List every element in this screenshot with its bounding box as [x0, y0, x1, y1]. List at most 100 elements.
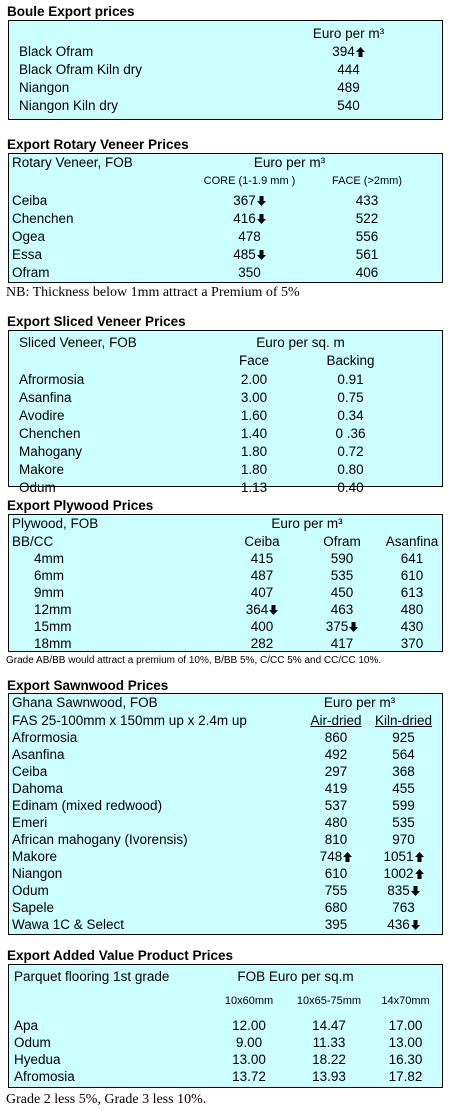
added-value-box: Parquet flooring 1st grade FOB Euro per s… — [8, 964, 443, 1088]
cell: 11.33 — [312, 1035, 346, 1050]
cell: 610 — [324, 866, 348, 881]
cell: 407 — [250, 585, 274, 600]
value: 835 — [387, 883, 410, 898]
cell: Asanfina — [12, 747, 65, 762]
header: Euro per m³ — [323, 695, 396, 710]
cell: 478 — [238, 228, 261, 244]
cell: 6mm — [34, 568, 64, 583]
up-arrow — [355, 46, 365, 57]
cell: Wawa 1C & Select — [12, 917, 125, 932]
cell: Dahoma — [12, 781, 64, 796]
subheader: Face — [238, 353, 269, 368]
cell: African mahogany (Ivorensis) — [12, 832, 188, 847]
cell: 375 — [302, 618, 382, 635]
cell: 810 — [324, 832, 348, 847]
header: FOB Euro per sq.m — [237, 968, 354, 984]
cell: 297 — [324, 764, 348, 779]
header: Euro per sq. m — [256, 334, 345, 350]
cell: Chenchen — [19, 425, 81, 441]
cell: 400 — [250, 619, 274, 634]
cell: 860 — [324, 730, 348, 745]
cell: 755 — [324, 883, 348, 898]
cell: 540 — [337, 97, 360, 113]
header: Plywood, FOB — [12, 516, 99, 531]
header: Euro per m³ — [312, 26, 385, 41]
cell: Ceiba — [12, 764, 48, 779]
header: Euro per m³ — [253, 155, 326, 170]
cell: 0.40 — [337, 479, 364, 495]
cell: 487 — [250, 568, 274, 583]
cell: 419 — [324, 781, 348, 796]
value: 1002 — [383, 866, 414, 881]
cell: 9mm — [34, 585, 64, 600]
cell: 0.91 — [337, 371, 364, 387]
rotary-box: Rotary Veneer, FOB Euro per m³ CORE (1-1.… — [8, 153, 443, 283]
cell: 556 — [355, 228, 379, 244]
section-title: Export Sliced Veneer Prices — [7, 314, 186, 329]
value: 485 — [233, 246, 256, 262]
cell: Odum — [19, 479, 56, 495]
cell: Afrormosia — [19, 371, 85, 387]
cell: Makore — [12, 849, 58, 864]
value: 416 — [233, 210, 256, 226]
cell: 485 — [187, 245, 312, 263]
cell: Chenchen — [12, 210, 74, 226]
subheader: Backing — [326, 353, 375, 368]
value: 367 — [233, 192, 256, 208]
cell: Asanfina — [19, 389, 72, 405]
subheader: 10x60mm — [224, 995, 274, 1007]
cell: 12mm — [34, 602, 72, 617]
cell: Essa — [12, 246, 43, 262]
cell: Sapele — [12, 900, 55, 915]
cell: 480 — [324, 815, 348, 830]
down-arrow — [410, 886, 420, 896]
cell: 610 — [400, 568, 424, 583]
cell: 835 — [375, 882, 442, 899]
cell: 1.80 — [240, 461, 268, 477]
header: Parquet flooring 1st grade — [14, 968, 170, 984]
cell: 13.72 — [232, 1069, 266, 1084]
plywood-table: Plywood, FOB Euro per m³ BB/CC Ceiba Ofram A… — [12, 515, 442, 652]
cell: 1002 — [375, 865, 442, 882]
down-arrow — [410, 920, 420, 930]
cell: 522 — [355, 210, 379, 226]
cell: 970 — [392, 832, 415, 847]
added-value-table: Parquet flooring 1st grade FOB Euro per s… — [14, 967, 442, 1085]
cell: 350 — [238, 264, 261, 280]
header: Euro per m³ — [271, 516, 343, 531]
cell: Makore — [19, 461, 65, 477]
subheader: Ofram — [323, 533, 361, 549]
cell: Niangon — [12, 866, 63, 881]
cell: 18mm — [34, 636, 72, 651]
cell: 415 — [250, 551, 274, 566]
cell: 16.30 — [388, 1052, 423, 1067]
cell: 1.60 — [240, 407, 268, 423]
cell: 748 — [297, 848, 375, 865]
cell: 0.34 — [337, 407, 364, 423]
section-title: Export Added Value Product Prices — [7, 948, 234, 963]
cell: 763 — [392, 900, 415, 915]
cell: 364 — [222, 601, 302, 618]
cell: 680 — [324, 900, 348, 915]
cell: 444 — [337, 61, 360, 77]
header: Sliced Veneer, FOB — [19, 334, 137, 350]
sliced-box: Sliced Veneer, FOB Euro per sq. m Face Bac… — [8, 330, 443, 495]
cell: 17.00 — [388, 1018, 423, 1033]
cell: Black Ofram — [19, 43, 94, 59]
cell: Odum — [12, 883, 49, 898]
cell: Hyedua — [14, 1052, 61, 1067]
cell: Niangon Kiln dry — [19, 97, 119, 113]
cell: 13.00 — [388, 1035, 423, 1050]
value: 748 — [319, 849, 343, 864]
cell: 17.82 — [388, 1069, 423, 1084]
cell: Afromosia — [14, 1069, 75, 1084]
cell: 433 — [355, 192, 379, 208]
cell: 282 — [250, 636, 274, 651]
cell: 564 — [392, 747, 415, 762]
subheader: 14x70mm — [381, 995, 430, 1007]
cell: 561 — [355, 246, 379, 262]
cell: 450 — [330, 585, 354, 600]
section-title: Export Rotary Veneer Prices — [7, 137, 189, 152]
boule-table: Euro per m³ Black Ofram 394 Black Ofram K… — [19, 25, 439, 114]
